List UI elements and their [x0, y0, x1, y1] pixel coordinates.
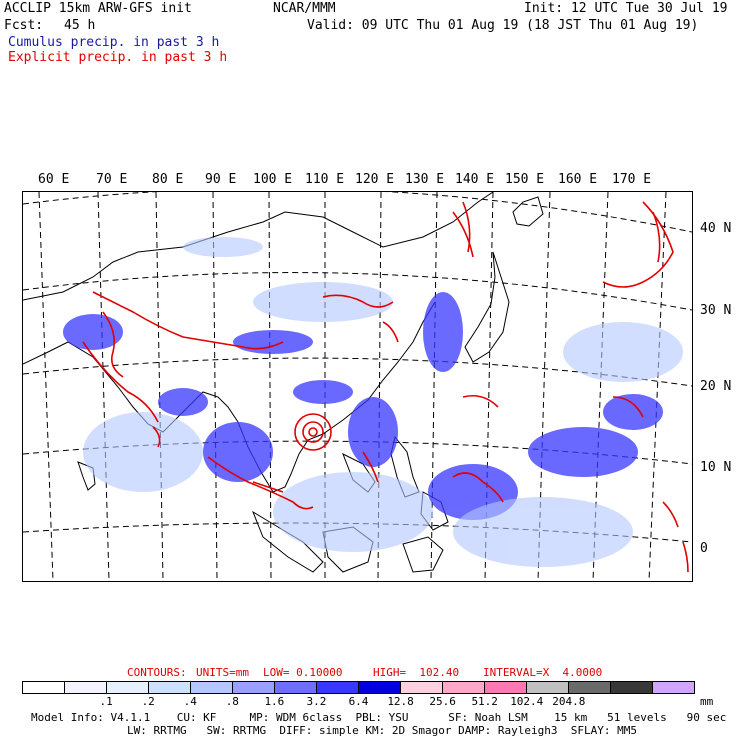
colorbar-swatch — [485, 682, 527, 693]
contours-interval: INTERVAL=X 4.0000 — [483, 666, 603, 679]
colorbar-unit: mm — [700, 695, 714, 708]
precip-light — [83, 237, 683, 567]
colorbar-swatch — [443, 682, 485, 693]
meridian — [155, 191, 164, 582]
colorbar-tick-label: 1.6 — [264, 695, 285, 708]
colorbar-swatch — [653, 682, 694, 693]
colorbar — [22, 681, 695, 694]
meridian — [38, 191, 54, 582]
latitude-label: 20 N — [700, 379, 732, 394]
longitude-label: 80 E — [152, 172, 184, 187]
footer-line2: LW: RRTMG SW: RRTMG DIFF: simple KM: 2D … — [127, 724, 637, 737]
longitude-label: 150 E — [505, 172, 545, 187]
colorbar-swatch — [65, 682, 107, 693]
colorbar-swatch — [317, 682, 359, 693]
fcst-value: 45 h — [64, 18, 96, 33]
contours-high: HIGH= 102.40 — [373, 666, 460, 679]
meridian — [212, 191, 218, 582]
colorbar-swatch — [23, 682, 65, 693]
colorbar-swatch — [569, 682, 611, 693]
latitude-label: 0 — [700, 541, 708, 556]
colorbar-tick-label: .1 — [99, 695, 113, 708]
contours-units: UNITS=mm — [196, 666, 249, 679]
center-label: NCAR/MMM — [273, 1, 336, 16]
colorbar-swatch — [275, 682, 317, 693]
longitude-label: 140 E — [455, 172, 495, 187]
longitude-label: 100 E — [253, 172, 293, 187]
precip-red — [82, 201, 689, 573]
colorbar-tick-label: 204.8 — [552, 695, 586, 708]
init-time: Init: 12 UTC Tue 30 Jul 19 — [524, 1, 728, 16]
colorbar-tick-label: 3.2 — [306, 695, 327, 708]
parallel — [22, 187, 693, 233]
colorbar-tick-label: 6.4 — [348, 695, 369, 708]
longitude-label: 120 E — [355, 172, 395, 187]
longitude-label: 160 E — [558, 172, 598, 187]
explicit-legend: Explicit precip. in past 3 h — [8, 50, 228, 65]
colorbar-tick-label: 102.4 — [510, 695, 544, 708]
colorbar-tick-label: 25.6 — [429, 695, 456, 708]
colorbar-swatch — [611, 682, 653, 693]
fcst-label: Fcst: — [4, 18, 44, 33]
meridian — [648, 191, 667, 582]
colorbar-tick-label: 51.2 — [471, 695, 498, 708]
latitude-label: 30 N — [700, 303, 732, 318]
parallel — [22, 272, 693, 311]
contours-label: CONTOURS: — [127, 666, 187, 679]
longitude-label: 130 E — [405, 172, 445, 187]
latitude-label: 10 N — [700, 460, 732, 475]
map-canvas — [22, 187, 693, 582]
longitude-label: 60 E — [38, 172, 70, 187]
colorbar-tick-label: 12.8 — [387, 695, 414, 708]
valid-time: Valid: 09 UTC Thu 01 Aug 19 (18 JST Thu … — [307, 18, 699, 33]
latitude-label: 40 N — [700, 221, 732, 236]
colorbar-swatch — [191, 682, 233, 693]
precipitation-map — [22, 187, 693, 582]
meridian — [268, 191, 272, 582]
colorbar-swatch — [149, 682, 191, 693]
colorbar-swatch — [401, 682, 443, 693]
longitude-label: 110 E — [305, 172, 345, 187]
meridian — [97, 191, 110, 582]
colorbar-swatch — [233, 682, 275, 693]
colorbar-swatch — [107, 682, 149, 693]
model-title: ACCLIP 15km ARW-GFS init — [4, 1, 192, 16]
colorbar-tick-label: .8 — [225, 695, 239, 708]
colorbar-tick-label: .2 — [141, 695, 155, 708]
longitude-label: 70 E — [96, 172, 128, 187]
longitude-label: 170 E — [612, 172, 652, 187]
meridian — [430, 191, 438, 582]
colorbar-tick-label: .4 — [183, 695, 197, 708]
colorbar-swatch — [359, 682, 401, 693]
contours-low: LOW= 0.10000 — [263, 666, 343, 679]
colorbar-swatch — [527, 682, 569, 693]
longitude-label: 90 E — [205, 172, 237, 187]
footer-line1: Model Info: V4.1.1 CU: KF MP: WDM 6class… — [31, 711, 727, 724]
cumulus-legend: Cumulus precip. in past 3 h — [8, 35, 220, 50]
